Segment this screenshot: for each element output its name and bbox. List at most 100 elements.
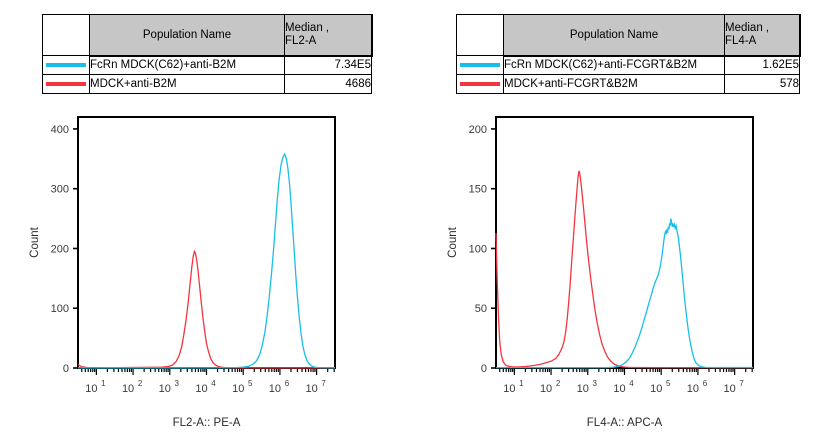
svg-text:1: 1 — [101, 379, 106, 388]
y-tick-label: 150 — [469, 184, 487, 196]
x-tick-label: 10 3 — [159, 379, 180, 395]
median-value: 4686 — [284, 74, 372, 94]
x-tick-label: 10 1 — [503, 379, 524, 395]
y-tick-label: 100 — [51, 303, 69, 315]
svg-text:10: 10 — [306, 383, 318, 395]
x-tick-label: 10 2 — [122, 379, 143, 395]
table-row[interactable]: MDCK+anti-FCGRT&B2M 578 — [456, 74, 800, 94]
legend-swatch-cell — [42, 55, 90, 75]
legend-header-median-line1: Median , — [285, 22, 330, 34]
svg-text:2: 2 — [556, 379, 561, 388]
x-tick-label: 10 6 — [687, 379, 708, 395]
svg-text:10: 10 — [503, 383, 515, 395]
y-axis-title: Count — [29, 226, 41, 257]
svg-text:10: 10 — [85, 383, 97, 395]
legend-table: Population Name Median , FL4-A FcRn MDCK… — [456, 14, 800, 94]
svg-text:10: 10 — [577, 383, 589, 395]
y-tick-label: 400 — [51, 124, 69, 136]
svg-text:4: 4 — [211, 379, 216, 388]
y-tick-label: 50 — [475, 303, 487, 315]
legend-header-median: Median , FL4-A — [724, 14, 800, 56]
svg-text:3: 3 — [593, 379, 598, 388]
svg-text:1: 1 — [519, 379, 524, 388]
svg-text:6: 6 — [285, 379, 290, 388]
svg-text:7: 7 — [321, 379, 326, 388]
svg-text:3: 3 — [175, 379, 180, 388]
median-value: 7.34E5 — [284, 55, 372, 75]
legend-header-population-name: Population Name — [503, 14, 725, 56]
svg-text:10: 10 — [232, 383, 244, 395]
x-tick-label: 10 5 — [232, 379, 253, 395]
legend-header-median: Median , FL2-A — [284, 14, 372, 56]
x-axis-title: FL4-A:: APC-A — [587, 417, 663, 429]
legend-color-swatch-cyan — [46, 63, 86, 67]
table-row[interactable]: FcRn MDCK(C62)+anti-B2M 7.34E5 — [42, 55, 372, 75]
svg-text:10: 10 — [269, 383, 281, 395]
histogram-plot[interactable]: 0 50 100 150 200 Count 10 1 10 2 10 3 10 4 10 5 10 6 10 7 FL… — [414, 108, 828, 446]
legend-header-median-line1: Median , — [725, 22, 770, 34]
table-row[interactable]: MDCK+anti-B2M 4686 — [42, 74, 372, 94]
legend-header-row: Population Name Median , FL4-A — [456, 14, 800, 56]
panel-fl4-apc: Population Name Median , FL4-A FcRn MDCK… — [414, 0, 828, 446]
y-tick-label: 100 — [469, 243, 487, 255]
x-tick-label: 10 7 — [306, 379, 327, 395]
svg-text:10: 10 — [613, 383, 625, 395]
x-axis-title: FL2-A:: PE-A — [173, 417, 241, 429]
population-name-value: MDCK+anti-FCGRT&B2M — [503, 74, 725, 94]
y-axis-title: Count — [447, 226, 459, 257]
legend-table: Population Name Median , FL2-A FcRn MDCK… — [42, 14, 372, 94]
legend-header-median-line2: FL4-A — [725, 35, 757, 47]
y-tick-label: 0 — [63, 363, 69, 375]
x-tick-label: 10 7 — [724, 379, 745, 395]
svg-text:2: 2 — [138, 379, 143, 388]
population-name-value: FcRn MDCK(C62)+anti-B2M — [89, 55, 285, 75]
legend-swatch-cell — [456, 55, 504, 75]
x-tick-label: 10 5 — [650, 379, 671, 395]
x-tick-label: 10 2 — [540, 379, 561, 395]
svg-text:7: 7 — [739, 379, 744, 388]
median-value: 578 — [724, 74, 800, 94]
histogram-plot[interactable]: 0 100 200 300 400 Count 10 1 10 2 10 3 10 4 10 5 10 6 10 7 F… — [0, 108, 414, 446]
svg-text:10: 10 — [650, 383, 662, 395]
legend-header-swatch — [456, 14, 504, 56]
legend-swatch-cell — [456, 74, 504, 94]
svg-text:4: 4 — [629, 379, 634, 388]
y-tick-label: 300 — [51, 184, 69, 196]
population-name-value: MDCK+anti-B2M — [89, 74, 285, 94]
svg-text:10: 10 — [687, 383, 699, 395]
svg-text:10: 10 — [159, 383, 171, 395]
x-tick-label: 10 4 — [195, 379, 216, 395]
svg-text:6: 6 — [703, 379, 708, 388]
legend-swatch-cell — [42, 74, 90, 94]
legend-header-row: Population Name Median , FL2-A — [42, 14, 372, 56]
panel-fl2-pe: Population Name Median , FL2-A FcRn MDCK… — [0, 14, 414, 446]
y-tick-label: 200 — [51, 243, 69, 255]
x-tick-label: 10 6 — [269, 379, 290, 395]
histogram-trace — [495, 170, 753, 369]
histogram-trace — [77, 249, 335, 369]
histogram-trace — [496, 218, 753, 369]
histogram-trace — [78, 152, 335, 369]
y-tick-label: 200 — [469, 124, 487, 136]
table-row[interactable]: FcRn MDCK(C62)+anti-FCGRT&B2M 1.62E5 — [456, 55, 800, 75]
svg-text:10: 10 — [724, 383, 736, 395]
x-tick-label: 10 1 — [85, 379, 106, 395]
legend-color-swatch-red — [46, 82, 86, 86]
legend-header-swatch — [42, 14, 90, 56]
legend-color-swatch-red — [460, 82, 500, 86]
legend-color-swatch-cyan — [460, 63, 500, 67]
svg-text:10: 10 — [540, 383, 552, 395]
y-tick-label: 0 — [481, 363, 487, 375]
x-tick-label: 10 3 — [577, 379, 598, 395]
legend-header-population-name: Population Name — [89, 14, 285, 56]
svg-text:5: 5 — [666, 379, 671, 388]
median-value: 1.62E5 — [724, 55, 800, 75]
legend-header-median-line2: FL2-A — [285, 35, 317, 47]
svg-text:10: 10 — [122, 383, 134, 395]
svg-text:10: 10 — [195, 383, 207, 395]
population-name-value: FcRn MDCK(C62)+anti-FCGRT&B2M — [503, 55, 725, 75]
x-tick-label: 10 4 — [613, 379, 634, 395]
svg-text:5: 5 — [248, 379, 253, 388]
